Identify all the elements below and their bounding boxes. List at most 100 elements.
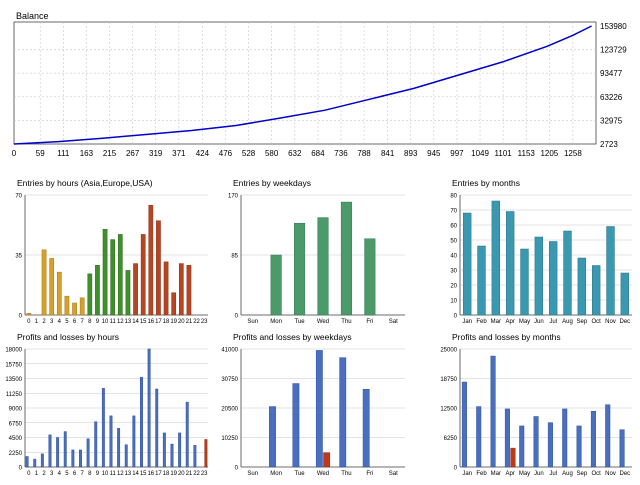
entries-hours-chart-x-tick: 11 — [110, 319, 117, 325]
entries-weekdays-chart-bar — [294, 222, 306, 316]
entries-months-chart-x-tick: Jul — [549, 319, 557, 325]
balance-x-tick: 788 — [357, 149, 371, 158]
pl-weekdays-chart-x-tick: Wed — [317, 471, 329, 477]
entries-hours-chart-x-tick: 20 — [178, 319, 185, 325]
entries-weekdays-chart-y-tick: 170 — [228, 194, 239, 200]
balance-x-tick: 684 — [311, 149, 325, 158]
pl-months-chart-y-tick: 0 — [454, 466, 458, 472]
pl-months-chart-profit-bar — [562, 408, 568, 468]
balance-x-tick: 1049 — [471, 149, 489, 158]
pl-hours-chart-profit-bar — [101, 388, 105, 468]
pl-months-chart-x-tick: Jan — [462, 471, 472, 477]
pl-hours-chart-y-tick: 2250 — [9, 451, 23, 457]
entries-weekdays-chart-x-tick: Sun — [247, 319, 258, 325]
pl-hours-chart-profit-bar — [162, 432, 166, 468]
entries-weekdays-chart-bar — [364, 238, 376, 316]
entries-weekdays-chart-x-tick: Fri — [366, 319, 373, 325]
pl-hours-chart-profit-bar — [79, 449, 82, 468]
entries-hours-chart-bar — [140, 234, 146, 316]
pl-hours-chart-profit-bar — [56, 437, 60, 468]
entries-weekdays-chart-x-tick: Thu — [341, 319, 351, 325]
entries-months-chart-x-tick: Jun — [534, 319, 544, 325]
entries-hours-chart-x-tick: 7 — [81, 319, 85, 325]
pl-hours-chart-profit-bar — [124, 444, 128, 468]
pl-weekdays-chart-loss-bar — [323, 452, 331, 468]
entries-hours-chart-bar — [133, 263, 138, 316]
balance-y-tick: 123729 — [600, 46, 627, 55]
entries-months-chart: Entries by months 80 70 60 50 40 30 20 10 0 Jan Feb… — [450, 178, 632, 325]
entries-hours-chart-x-tick: 13 — [125, 319, 132, 325]
pl-hours-chart-profit-bar — [71, 449, 75, 468]
entries-hours-chart-bar — [125, 270, 131, 316]
entries-weekdays-chart-x-tick: Tue — [295, 319, 306, 325]
entries-months-chart-y-tick: 10 — [450, 299, 457, 305]
entries-hours-chart-x-tick: 0 — [27, 319, 31, 325]
pl-months-chart-y-tick: 18750 — [440, 377, 457, 383]
entries-months-chart-x-tick: Feb — [476, 319, 487, 325]
pl-months-chart-profit-bar — [461, 381, 467, 468]
pl-weekdays-chart-y-tick: 0 — [235, 466, 239, 472]
pl-months-chart-x-tick: Aug — [562, 471, 573, 477]
entries-months-chart-y-tick: 60 — [450, 224, 457, 230]
entries-months-chart-bar — [620, 272, 630, 316]
entries-months-chart-bar — [591, 265, 601, 316]
entries-months-chart-bar — [534, 236, 544, 316]
entries-hours-chart-x-tick: 16 — [147, 319, 154, 325]
pl-months-chart-y-tick: 25000 — [440, 348, 457, 354]
entries-hours-chart-x-tick: 22 — [193, 319, 200, 325]
balance-x-tick: 476 — [219, 149, 233, 158]
entries-months-chart-bar — [477, 245, 486, 316]
balance-y-tick: 153980 — [600, 22, 627, 31]
pl-hours-chart-x-tick: 10 — [102, 471, 109, 477]
balance-x-tick: 841 — [381, 149, 395, 158]
pl-hours-chart-profit-bar — [132, 415, 136, 468]
pl-hours-chart-y-tick: 13500 — [5, 377, 22, 383]
entries-hours-chart-bar — [102, 229, 108, 316]
entries-hours-chart-x-tick: 10 — [102, 319, 109, 325]
entries-hours-chart-bar — [178, 263, 184, 316]
entries-hours-chart-bar — [41, 249, 47, 316]
pl-hours-chart-profit-bar — [117, 428, 121, 468]
pl-hours-chart-x-tick: 19 — [170, 471, 177, 477]
entries-hours-chart-x-tick: 2 — [42, 319, 46, 325]
pl-months-chart-profit-bar — [504, 408, 510, 468]
entries-hours-chart-x-tick: 23 — [201, 319, 208, 325]
pl-hours-chart-y-tick: 18000 — [5, 348, 22, 354]
balance-x-tick: 1258 — [564, 149, 582, 158]
balance-x-tick: 1101 — [495, 149, 513, 158]
entries-months-chart-bar — [563, 230, 572, 316]
entries-hours-chart-x-tick: 5 — [65, 319, 69, 325]
pl-months-chart-profit-bar — [590, 411, 596, 468]
entries-hours-chart-bar — [79, 297, 85, 316]
balance-y-tick: 63226 — [600, 93, 623, 102]
entries-hours-chart-x-tick: 12 — [117, 319, 124, 325]
balance-x-tick: 893 — [404, 149, 418, 158]
pl-hours-chart-profit-bar — [147, 348, 151, 468]
balance-x-tick: 1153 — [518, 149, 536, 158]
pl-months-chart-profit-bar — [576, 425, 582, 468]
balance-title: Balance — [16, 11, 49, 21]
entries-hours-chart-title: Entries by hours (Asia,Europe,USA) — [17, 178, 153, 188]
balance-x-tick: 319 — [149, 149, 163, 158]
balance-x-tick: 580 — [265, 149, 279, 158]
balance-x-tick: 945 — [427, 149, 441, 158]
pl-hours-chart-profit-bar — [178, 432, 182, 468]
pl-hours-chart-x-tick: 8 — [88, 471, 92, 477]
pl-hours-chart-x-tick: 1 — [35, 471, 39, 477]
pl-hours-chart-y-tick: 11250 — [6, 392, 23, 398]
balance-x-tick: 1205 — [540, 149, 558, 158]
pl-hours-chart-y-tick: 15750 — [5, 362, 22, 368]
pl-hours-chart-title: Profits and losses by hours — [17, 332, 119, 342]
entries-months-chart-x-tick: Jan — [462, 319, 472, 325]
pl-hours-chart-profit-bar — [140, 376, 143, 468]
entries-months-chart-bar — [491, 200, 501, 316]
pl-weekdays-chart-profit-bar — [292, 383, 300, 468]
pl-weekdays-chart-profit-bar — [269, 406, 276, 468]
balance-x-tick: 736 — [334, 149, 348, 158]
entries-hours-chart-x-tick: 15 — [140, 319, 147, 325]
entries-hours-chart-x-tick: 9 — [96, 319, 100, 325]
pl-hours-chart-y-tick: 9000 — [9, 407, 23, 413]
pl-months-chart-profit-bar — [547, 422, 553, 468]
entries-months-chart-x-tick: Sep — [576, 319, 587, 325]
